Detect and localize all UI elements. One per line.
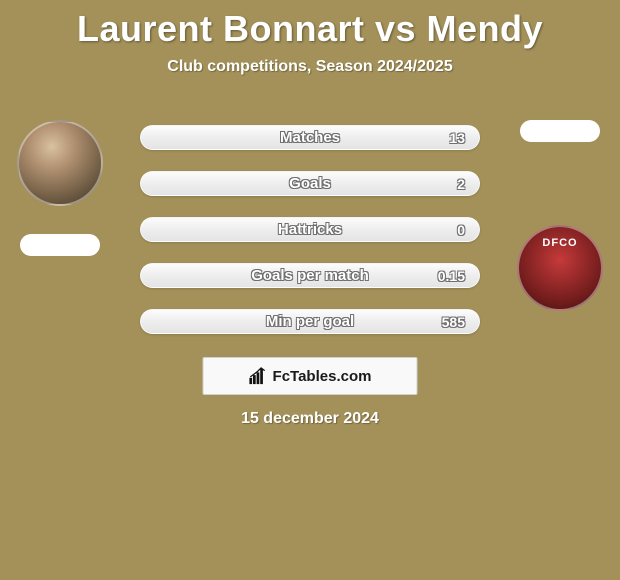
- stat-label: Goals per match: [141, 264, 479, 287]
- date-text: 15 december 2024: [0, 410, 620, 428]
- player-right-crest: DFCO: [517, 225, 603, 311]
- stat-value-right: 0: [457, 218, 465, 241]
- brand-box[interactable]: FcTables.com: [203, 357, 418, 395]
- player-left-column: [10, 120, 110, 256]
- stat-bar: Goals 2: [140, 171, 480, 196]
- stat-value-right: 13: [449, 126, 465, 149]
- stat-label: Goals: [141, 172, 479, 195]
- stat-value-right: 0.15: [438, 264, 465, 287]
- chart-icon: [249, 367, 267, 385]
- stat-label: Hattricks: [141, 218, 479, 241]
- player-right-column: DFCO: [510, 120, 610, 311]
- stat-label: Min per goal: [141, 310, 479, 333]
- stat-label: Matches: [141, 126, 479, 149]
- stat-value-right: 585: [442, 310, 465, 333]
- stat-bar: Goals per match 0.15: [140, 263, 480, 288]
- player-left-pill: [20, 234, 100, 256]
- player-left-avatar: [17, 120, 103, 206]
- page-title: Laurent Bonnart vs Mendy: [0, 0, 620, 50]
- stat-bar: Hattricks 0: [140, 217, 480, 242]
- crest-text: DFCO: [542, 237, 577, 249]
- player-right-pill: [520, 120, 600, 142]
- stat-bar: Matches 13: [140, 125, 480, 150]
- stats-bars: Matches 13 Goals 2 Hattricks 0 Goals per…: [140, 125, 480, 334]
- subtitle: Club competitions, Season 2024/2025: [0, 58, 620, 76]
- stat-value-right: 2: [457, 172, 465, 195]
- brand-text: FcTables.com: [273, 368, 372, 385]
- stat-bar: Min per goal 585: [140, 309, 480, 334]
